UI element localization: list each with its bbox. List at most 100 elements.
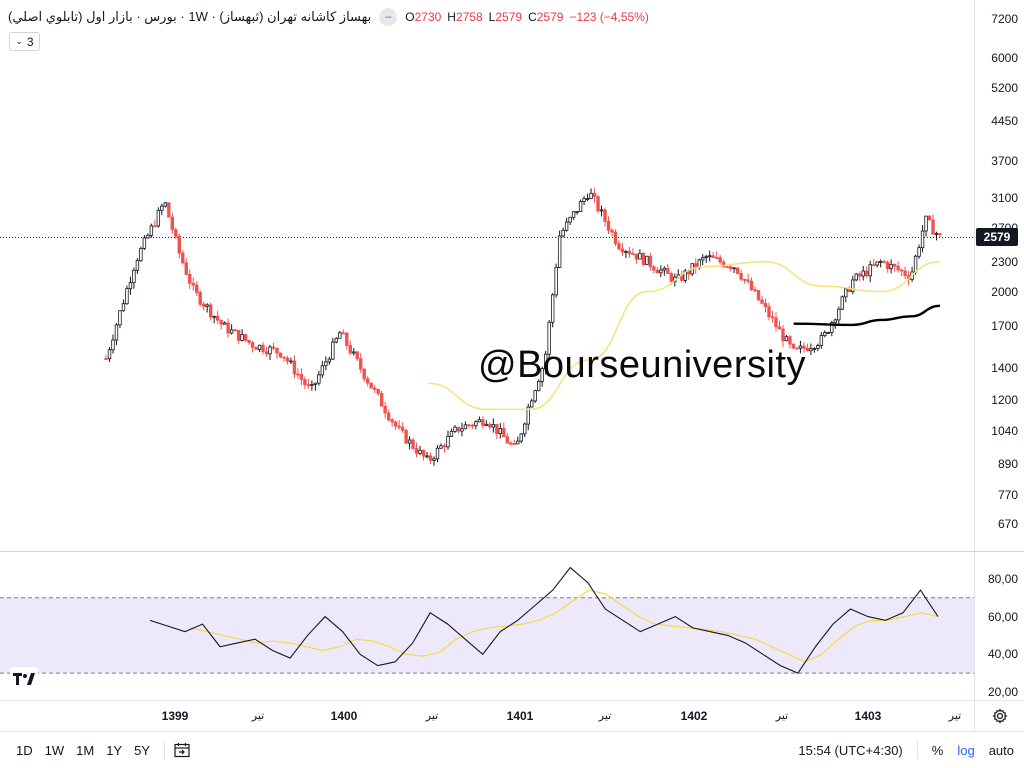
goto-date-button[interactable] — [173, 741, 191, 759]
time-tick-label: 1403 — [854, 709, 882, 723]
rsi-pane[interactable] — [0, 552, 974, 701]
price-axis[interactable]: 7200600052004450370031002700230020001700… — [974, 0, 1024, 700]
candle-body — [812, 348, 817, 350]
candle-body — [240, 334, 244, 341]
candle-body — [683, 270, 687, 281]
range-1m-button[interactable]: 1M — [76, 742, 95, 758]
candle-body — [188, 273, 192, 284]
indicator-count: 3 — [26, 34, 34, 49]
candle-body — [435, 447, 440, 460]
watermark-text: @Bourseuniversity — [478, 344, 806, 386]
candle-body — [208, 304, 213, 318]
chevron-down-icon: ⌄ — [15, 36, 23, 46]
candle-body — [324, 361, 328, 367]
candle-body — [749, 280, 754, 291]
last-price-tag: 2579 — [976, 228, 1018, 247]
price-tick-label: 1200 — [991, 393, 1018, 408]
percent-scale-button[interactable]: % — [931, 742, 944, 758]
candle-body — [278, 352, 283, 358]
candle-body — [851, 279, 855, 293]
range-1d-button[interactable]: 1D — [16, 742, 33, 758]
eye-icon[interactable]: – — [379, 8, 398, 26]
candle-body — [537, 381, 541, 392]
candle-body — [645, 255, 649, 265]
price-tick-label: 5200 — [991, 81, 1018, 95]
candle-body — [871, 264, 876, 267]
candle-body — [181, 252, 185, 264]
range-1w-button[interactable]: 1W — [44, 742, 65, 758]
candle-body — [404, 429, 408, 444]
time-tick-label: تیر — [775, 710, 789, 722]
timezone-clock[interactable]: 15:54 (UTC+4:30) — [798, 742, 903, 758]
candle-body — [669, 273, 674, 282]
candle-body — [477, 419, 482, 423]
candle-body — [418, 449, 422, 454]
tradingview-logo-icon[interactable] — [10, 667, 38, 691]
candle-body — [142, 237, 147, 249]
ohlc-low: 2579 — [495, 10, 523, 24]
scale-tools: 15:54 (UTC+4:30) % log auto — [798, 732, 1014, 768]
price-tick-label: 2000 — [991, 284, 1018, 299]
candle-body — [641, 252, 646, 265]
candle-body — [355, 351, 359, 360]
candle-body — [345, 332, 349, 346]
chart-area[interactable] — [0, 0, 974, 730]
candle-body — [243, 334, 248, 341]
candle-body — [617, 243, 621, 250]
candle-body — [920, 230, 925, 249]
candle-body — [292, 360, 297, 375]
range-5y-button[interactable]: 5Y — [134, 742, 150, 758]
time-axis[interactable]: 1399 تیر 1400 تیر 1401 تیر 1402 تیر 1403 تیر — [0, 700, 974, 730]
range-1y-button[interactable]: 1Y — [106, 742, 123, 758]
symbol-title[interactable]: بهساز کاشانه تهران (ثبهساز) · 1W · بورس … — [8, 9, 372, 24]
candle-body — [578, 201, 583, 212]
candle-body — [840, 296, 844, 310]
candle-body — [202, 303, 206, 307]
candle-body — [728, 266, 733, 269]
price-pane[interactable] — [0, 0, 974, 551]
candle-body — [568, 216, 572, 223]
chart-settings-button[interactable] — [974, 700, 1024, 730]
candle-body — [631, 253, 635, 256]
candle-body — [359, 358, 363, 370]
candle-body — [830, 322, 834, 333]
candle-body — [540, 368, 544, 382]
candle-body — [254, 347, 258, 350]
candle-body — [177, 235, 181, 254]
candle-body — [938, 233, 942, 236]
candle-body — [195, 284, 199, 293]
candle-body — [704, 256, 708, 259]
candle-body — [659, 269, 663, 274]
log-scale-button[interactable]: log — [957, 742, 975, 758]
candle-body — [784, 336, 789, 342]
candle-body — [858, 273, 862, 277]
price-tick-label: 1400 — [991, 360, 1018, 375]
candle-body — [121, 303, 126, 312]
candle-body — [118, 310, 122, 326]
indicators-toggle[interactable]: ⌄ 3 — [9, 32, 40, 51]
price-tick-label: 670 — [997, 517, 1018, 532]
candle-body — [502, 428, 506, 438]
toolbar-divider — [164, 741, 165, 759]
candle-body — [393, 421, 398, 427]
candle-body — [428, 455, 433, 461]
auto-scale-button[interactable]: auto — [988, 742, 1014, 758]
candle-body — [390, 419, 394, 423]
candle-body — [191, 282, 195, 286]
candle-body — [352, 351, 356, 354]
candle-body — [861, 270, 865, 277]
candle-body — [756, 290, 761, 301]
candle-body — [896, 265, 900, 271]
candle-body — [376, 388, 380, 394]
candle-body — [167, 202, 171, 218]
candle-body — [714, 257, 719, 259]
candle-body — [823, 332, 827, 336]
pane-divider[interactable] — [0, 551, 1024, 552]
candle-body — [603, 209, 607, 222]
candle-body — [198, 291, 202, 305]
candle-body — [372, 387, 377, 390]
candle-body — [132, 269, 136, 284]
candle-body — [655, 269, 660, 274]
toolbar-divider — [916, 741, 918, 759]
candle-body — [648, 255, 653, 268]
